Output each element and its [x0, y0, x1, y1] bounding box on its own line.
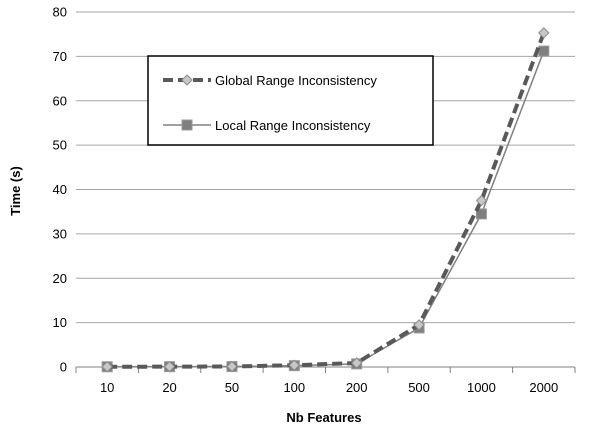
data-point-global	[288, 359, 301, 371]
y-tick-label: 30	[53, 226, 67, 241]
data-point-local	[538, 45, 550, 57]
y-tick-label: 80	[53, 5, 67, 20]
legend: Global Range Inconsistency Local Range I…	[147, 55, 434, 146]
data-point-global	[413, 319, 425, 331]
y-tick-label: 20	[53, 271, 67, 286]
x-tick-label: 20	[162, 380, 176, 395]
x-axis-title: Nb Features	[286, 410, 361, 425]
data-point-global	[538, 27, 550, 39]
data-point-local	[475, 208, 487, 220]
x-axis	[75, 366, 576, 373]
legend-marker-local	[181, 119, 193, 131]
y-tick-label: 50	[53, 138, 67, 153]
x-tick-label: 100	[283, 380, 305, 395]
legend-box	[147, 55, 434, 146]
data-point-global	[475, 194, 488, 207]
legend-label-local: Local Range Inconsistency	[215, 118, 371, 133]
x-tick-label: 50	[225, 380, 239, 395]
x-tick-label: 200	[346, 380, 368, 395]
y-tick-label: 0	[60, 360, 67, 375]
x-tick-label: 500	[408, 380, 430, 395]
legend-marker-global	[181, 74, 193, 86]
x-tick-label: 10	[100, 380, 114, 395]
x-axis-ticks: 10 20 50 100 200 500 1000 2000	[100, 380, 558, 395]
data-point-global	[226, 360, 238, 373]
y-tick-label: 70	[53, 49, 67, 64]
data-point-global	[163, 360, 176, 373]
series-line-global	[107, 32, 546, 369]
series-layer	[101, 27, 550, 373]
data-point-global	[350, 357, 363, 369]
data-point-global	[101, 361, 113, 373]
y-tick-label: 10	[53, 315, 67, 330]
legend-label-global: Global Range Inconsistency	[215, 73, 377, 88]
x-tick-label: 2000	[529, 380, 558, 395]
y-tick-label: 60	[53, 93, 67, 108]
y-axis-ticks: 0 10 20 30 40 50 60 70 80	[53, 5, 67, 375]
x-tick-label: 1000	[467, 380, 496, 395]
y-tick-label: 40	[53, 182, 67, 197]
y-axis-title: Time (s)	[8, 166, 23, 216]
